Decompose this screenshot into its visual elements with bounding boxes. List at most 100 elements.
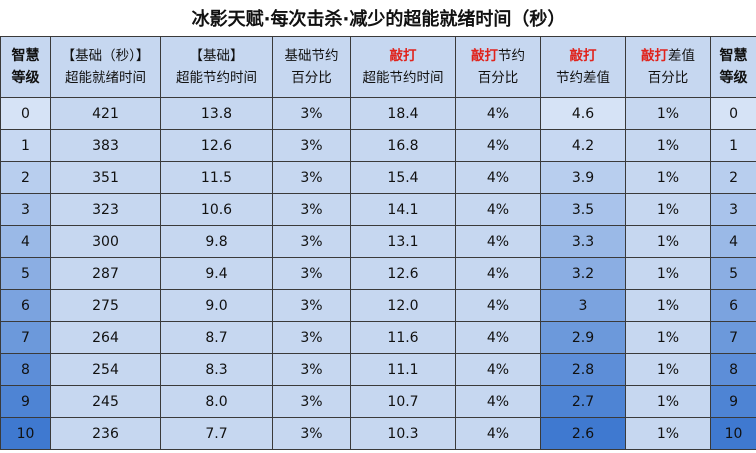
data-row: 6 275 9.0 3% 12.0 4% 3 1% 6 bbox=[0, 289, 756, 322]
cell: 0 bbox=[0, 97, 51, 130]
cell: 2 bbox=[0, 161, 51, 194]
header-text: 智慧 bbox=[719, 48, 748, 64]
data-row: 5 287 9.4 3% 12.6 4% 3.2 1% 5 bbox=[0, 257, 756, 290]
cell: 4 bbox=[709, 225, 756, 258]
header-cell: 智慧 等级 bbox=[0, 36, 51, 98]
header-text: 智慧 bbox=[11, 48, 40, 64]
cell: 254 bbox=[50, 353, 161, 386]
header-subtext: 超能节约时间 bbox=[362, 70, 444, 86]
header-text: 敲打 bbox=[569, 48, 597, 64]
cell: 2.9 bbox=[540, 321, 626, 354]
header-text: 【基础】 bbox=[189, 48, 244, 64]
header-text: 敲打 bbox=[471, 48, 498, 64]
cell: 351 bbox=[50, 161, 161, 194]
header-subtext: 超能就绪时间 bbox=[65, 70, 146, 86]
table-title: 冰影天赋·每次击杀·减少的超能就绪时间（秒） bbox=[0, 0, 756, 37]
cell: 6 bbox=[0, 289, 51, 322]
cell: 10 bbox=[709, 417, 756, 450]
header-cell: 基础节约 百分比 bbox=[272, 36, 351, 98]
header-subtext: 等级 bbox=[719, 70, 748, 86]
cell: 10 bbox=[0, 417, 51, 450]
cell: 3 bbox=[0, 193, 51, 226]
data-row: 8 254 8.3 3% 11.1 4% 2.8 1% 8 bbox=[0, 353, 756, 386]
cell: 9.0 bbox=[160, 289, 273, 322]
data-row: 7 264 8.7 3% 11.6 4% 2.9 1% 7 bbox=[0, 321, 756, 354]
cell: 3.2 bbox=[540, 257, 626, 290]
header-subtext: 百分比 bbox=[291, 70, 332, 86]
cell: 4% bbox=[455, 161, 541, 194]
cell: 264 bbox=[50, 321, 161, 354]
header-cell: 【基础】超能节约时间 bbox=[160, 36, 273, 98]
cell: 9 bbox=[709, 385, 756, 418]
cell: 18.4 bbox=[350, 97, 456, 130]
cell: 6 bbox=[709, 289, 756, 322]
cell: 1% bbox=[625, 129, 711, 162]
cell: 11.6 bbox=[350, 321, 456, 354]
cell: 1 bbox=[709, 129, 756, 162]
cell: 4 bbox=[0, 225, 51, 258]
cell: 13.1 bbox=[350, 225, 456, 258]
cell: 4% bbox=[455, 193, 541, 226]
cell: 3% bbox=[272, 353, 351, 386]
cell: 8 bbox=[0, 353, 51, 386]
cell: 1% bbox=[625, 97, 711, 130]
header-subtext: 百分比 bbox=[647, 70, 689, 86]
cell: 3.3 bbox=[540, 225, 626, 258]
cell: 3 bbox=[709, 193, 756, 226]
cell: 9 bbox=[0, 385, 51, 418]
cell: 245 bbox=[50, 385, 161, 418]
cell: 12.6 bbox=[160, 129, 273, 162]
cell: 3% bbox=[272, 129, 351, 162]
cell: 4.2 bbox=[540, 129, 626, 162]
cell: 11.5 bbox=[160, 161, 273, 194]
cell: 9.4 bbox=[160, 257, 273, 290]
data-row: 9 245 8.0 3% 10.7 4% 2.7 1% 9 bbox=[0, 385, 756, 418]
cell: 11.1 bbox=[350, 353, 456, 386]
header-subtext: 等级 bbox=[11, 70, 40, 86]
cell: 2.6 bbox=[540, 417, 626, 450]
cell: 13.8 bbox=[160, 97, 273, 130]
cell: 1% bbox=[625, 161, 711, 194]
cell: 1% bbox=[625, 257, 711, 290]
data-row: 2 351 11.5 3% 15.4 4% 3.9 1% 2 bbox=[0, 161, 756, 194]
cell: 2 bbox=[709, 161, 756, 194]
cell: 4% bbox=[455, 385, 541, 418]
data-row: 0 421 13.8 3% 18.4 4% 4.6 1% 0 bbox=[0, 97, 756, 130]
cell: 2.7 bbox=[540, 385, 626, 418]
header-subtext: 节约差值 bbox=[556, 70, 610, 86]
data-row: 3 323 10.6 3% 14.1 4% 3.5 1% 3 bbox=[0, 193, 756, 226]
cell: 8.7 bbox=[160, 321, 273, 354]
cell: 3% bbox=[272, 257, 351, 290]
cell: 4% bbox=[455, 257, 541, 290]
cell: 8.0 bbox=[160, 385, 273, 418]
cell: 3% bbox=[272, 321, 351, 354]
cell: 1 bbox=[0, 129, 51, 162]
cell: 7.7 bbox=[160, 417, 273, 450]
header-subtext: 超能节约时间 bbox=[176, 70, 257, 86]
cell: 3% bbox=[272, 193, 351, 226]
cell: 1% bbox=[625, 385, 711, 418]
cell: 4% bbox=[455, 353, 541, 386]
header-text: 基础节约 bbox=[284, 48, 339, 64]
data-row: 4 300 9.8 3% 13.1 4% 3.3 1% 4 bbox=[0, 225, 756, 258]
data-row: 1 383 12.6 3% 16.8 4% 4.2 1% 1 bbox=[0, 129, 756, 162]
header-cell: 敲打差值 百分比 bbox=[625, 36, 711, 98]
cell: 3% bbox=[272, 225, 351, 258]
header-text: 敲打 bbox=[389, 48, 417, 64]
cell: 9.8 bbox=[160, 225, 273, 258]
cell: 12.6 bbox=[350, 257, 456, 290]
cell: 4% bbox=[455, 129, 541, 162]
cell: 14.1 bbox=[350, 193, 456, 226]
cell: 3% bbox=[272, 417, 351, 450]
cell: 7 bbox=[0, 321, 51, 354]
cell: 4% bbox=[455, 225, 541, 258]
cell: 10.6 bbox=[160, 193, 273, 226]
cell: 287 bbox=[50, 257, 161, 290]
cell: 3% bbox=[272, 161, 351, 194]
cell: 300 bbox=[50, 225, 161, 258]
title-row: 冰影天赋·每次击杀·减少的超能就绪时间（秒） bbox=[0, 0, 756, 37]
cell: 15.4 bbox=[350, 161, 456, 194]
cell: 1% bbox=[625, 353, 711, 386]
header-row: 智慧 等级 【基础（秒）】 超能就绪时间 【基础】 超能节约时间 基础节约 百分比 敲打 超能节约… bbox=[0, 36, 756, 98]
